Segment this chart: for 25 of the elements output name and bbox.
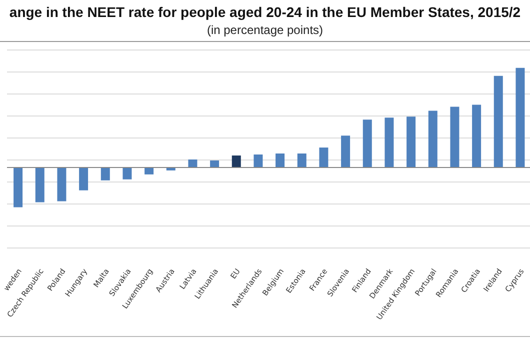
bar <box>384 118 394 168</box>
bar <box>210 160 220 168</box>
bar <box>472 104 482 168</box>
bar <box>100 167 110 180</box>
bar <box>297 154 306 168</box>
bar <box>57 167 66 202</box>
bar <box>79 167 88 190</box>
bar <box>276 154 285 168</box>
bar <box>450 106 460 168</box>
bar <box>362 120 372 168</box>
bar <box>516 68 525 168</box>
bar <box>319 148 328 168</box>
bar <box>254 154 263 168</box>
bar <box>428 110 438 168</box>
bar <box>406 116 416 168</box>
bar <box>188 159 198 168</box>
bar <box>494 76 503 168</box>
chart-subtitle: (in percentage points) <box>206 23 324 37</box>
chart-title: ange in the NEET rate for people aged 20-24 in the EU Member States, 2015/2 <box>8 4 522 20</box>
bar <box>14 167 23 208</box>
bar <box>122 167 132 180</box>
bar <box>144 167 154 174</box>
bar <box>232 156 241 168</box>
bar <box>35 167 44 202</box>
bar <box>341 136 350 168</box>
